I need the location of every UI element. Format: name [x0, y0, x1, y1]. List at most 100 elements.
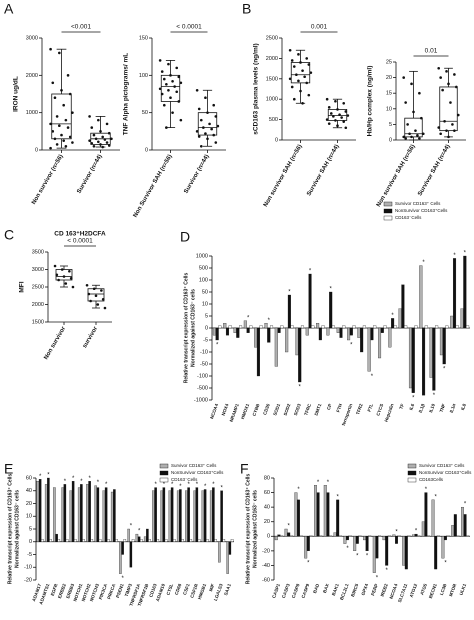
bar [135, 533, 139, 542]
bar [179, 489, 182, 542]
bar [41, 539, 44, 542]
y-tick-label: 1000 [266, 97, 278, 103]
x-tick-label: SAA1 [223, 583, 232, 596]
significance-marker: * [88, 476, 91, 482]
bar [383, 325, 387, 329]
x-tick-label: Survivor SAH (n=44) [417, 144, 451, 197]
data-point [216, 124, 220, 128]
data-point [418, 137, 421, 140]
data-point [299, 61, 302, 64]
y-tick-label: 2000 [266, 56, 278, 62]
significance-marker: * [299, 385, 302, 391]
bar [104, 487, 108, 542]
significance-marker: * [216, 343, 219, 349]
significance-marker: * [138, 529, 141, 535]
bar [343, 536, 347, 544]
data-point [439, 76, 442, 79]
data-point [160, 92, 164, 96]
bar [353, 536, 357, 552]
data-point [410, 135, 413, 139]
bar [424, 325, 428, 329]
data-point [197, 135, 201, 138]
bar [209, 490, 213, 542]
data-point [53, 264, 57, 268]
significance-marker: * [350, 343, 353, 349]
bar [228, 325, 232, 329]
bar [256, 327, 260, 377]
data-point [290, 59, 294, 62]
bar [259, 325, 263, 329]
y-tick-label: 60 [264, 490, 270, 496]
data-point [49, 122, 52, 126]
bar [451, 525, 455, 537]
y-tick-label: 40 [264, 505, 270, 511]
bar [47, 477, 50, 542]
bar [333, 532, 337, 537]
bar [375, 536, 379, 559]
data-point [404, 101, 407, 104]
bar [336, 499, 340, 537]
bar [185, 490, 188, 542]
x-tick-label: Survivor (n=44) [76, 154, 103, 195]
bar [348, 535, 352, 537]
y-tick-label: 10 [26, 514, 32, 520]
y-tick-label: 10 [202, 301, 208, 307]
significance-marker: * [130, 524, 133, 530]
data-point [214, 141, 218, 144]
significance-marker: * [371, 374, 374, 380]
data-point [92, 144, 96, 148]
y-tick-label: 0 [29, 539, 32, 545]
bar [392, 534, 396, 537]
data-point [177, 75, 181, 79]
significance-marker: * [366, 553, 369, 559]
y-tick-label: 100 [199, 277, 208, 283]
bar [277, 327, 281, 333]
data-point [199, 118, 203, 122]
data-point [336, 124, 339, 128]
significance-marker: * [346, 546, 349, 552]
bar [285, 327, 289, 353]
x-tick-label: Non survivor [43, 325, 67, 361]
significance-marker: * [464, 251, 467, 257]
bar [455, 325, 459, 329]
bar [407, 535, 411, 537]
data-point [290, 85, 294, 89]
significance-marker: * [309, 269, 312, 275]
y-tick-label: 1500 [266, 76, 278, 82]
significance-marker: * [154, 482, 157, 488]
legend-label: NonSurvivor CD163⁺Cells [419, 470, 472, 475]
significance-marker: * [179, 484, 182, 490]
legend-swatch [407, 463, 417, 469]
data-point [439, 132, 442, 136]
data-point [101, 145, 104, 149]
bar [267, 327, 271, 343]
significance-marker: * [330, 287, 333, 293]
data-point [402, 135, 406, 139]
y-tick-label: 1500 [32, 319, 44, 325]
x-tick-label: ERBB3 [65, 583, 75, 600]
data-point [68, 269, 71, 273]
y-tick-label: 20 [26, 501, 32, 507]
bar [435, 325, 439, 329]
panel-letter: D [180, 229, 190, 245]
x-tick-label: PERP [370, 583, 379, 596]
bar [127, 528, 130, 542]
data-point [305, 81, 309, 85]
bar [223, 323, 227, 329]
data-point [404, 137, 407, 140]
data-point [334, 99, 337, 103]
data-point [55, 115, 59, 118]
data-point [105, 141, 109, 144]
y-tick-label: 150 [139, 35, 148, 41]
x-tick-label: TFRC [303, 402, 312, 416]
bar [82, 539, 85, 542]
y-tick-label: 2500 [266, 35, 278, 41]
data-point [97, 118, 100, 122]
data-point [292, 97, 296, 101]
x-tick-label: NOX4 [221, 403, 230, 417]
x-tick-label: SOD3 [293, 403, 302, 417]
x-tick-label: CSF1R [189, 582, 199, 598]
bar [391, 318, 395, 329]
bar [417, 535, 421, 537]
bar [349, 327, 353, 336]
